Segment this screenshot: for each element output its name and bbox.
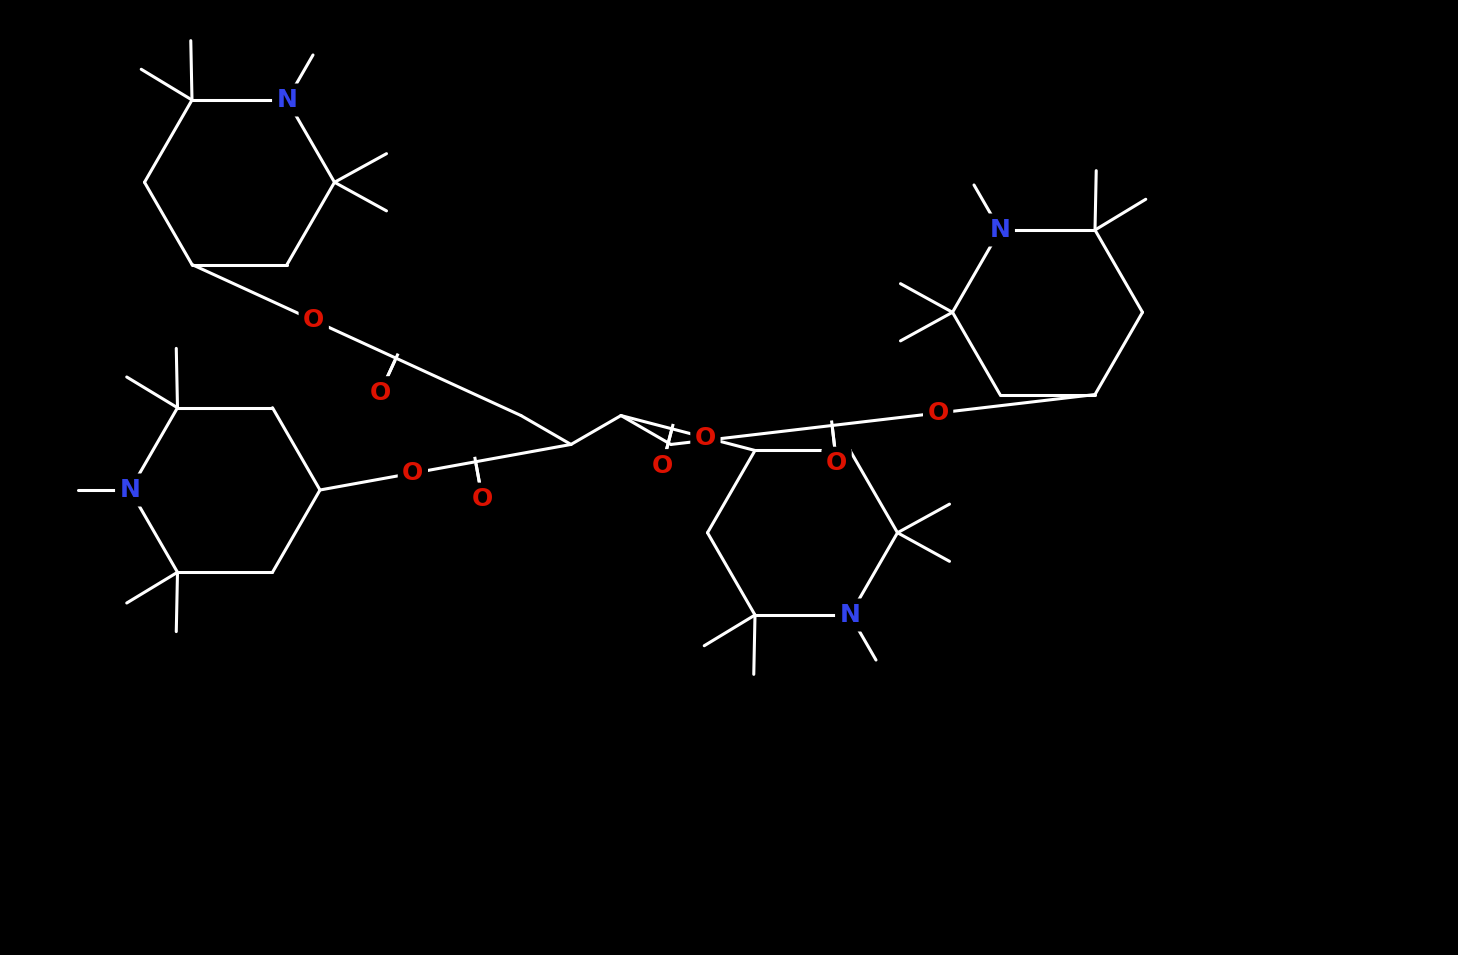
Text: O: O — [369, 381, 391, 405]
Text: O: O — [303, 308, 324, 332]
Text: N: N — [990, 218, 1010, 242]
Text: N: N — [840, 603, 860, 627]
Text: O: O — [927, 401, 949, 425]
Text: N: N — [277, 88, 297, 112]
Text: O: O — [472, 487, 493, 511]
Text: O: O — [652, 454, 674, 478]
Text: O: O — [825, 451, 847, 476]
Text: N: N — [120, 478, 140, 502]
Text: O: O — [695, 426, 716, 450]
Text: O: O — [402, 461, 423, 485]
